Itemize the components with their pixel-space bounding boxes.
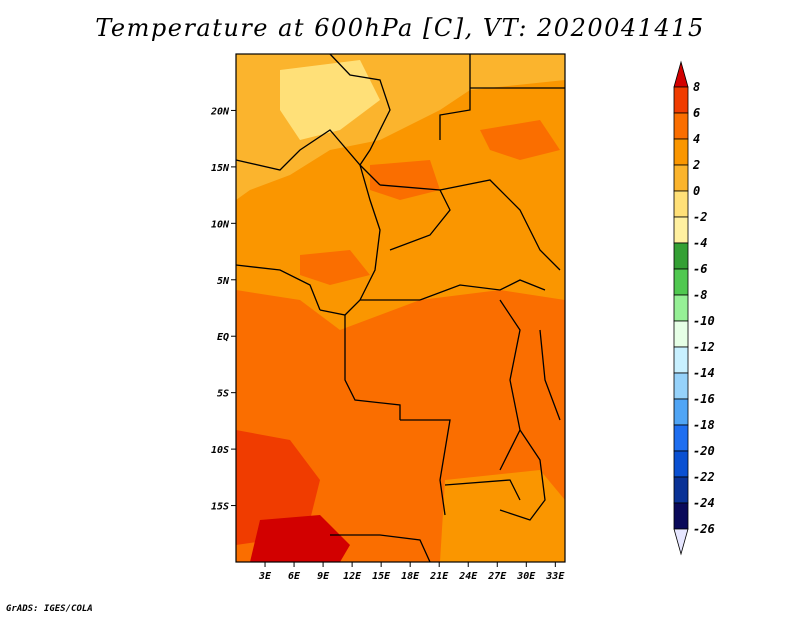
- colorbar-label: 4: [693, 132, 700, 146]
- colorbar-label: -16: [693, 392, 715, 406]
- colorbar-swatch: [673, 502, 689, 530]
- colorbar-swatch: [673, 372, 689, 400]
- chart-title: Temperature at 600hPa [C], VT: 202004141…: [95, 14, 705, 42]
- grads-credit: GrADS: IGES/COLA: [6, 604, 93, 614]
- shade-warm-sahel: [370, 160, 440, 200]
- border-segment: [539, 329, 561, 421]
- colorbar-label: -26: [693, 522, 715, 536]
- colorbar-label: -18: [693, 418, 715, 432]
- colorbar-swatch: [673, 450, 689, 478]
- colorbar-swatch: [673, 216, 689, 244]
- colorbar-label: -22: [693, 470, 715, 484]
- border-segment: [379, 184, 451, 251]
- colorbar: 8 6 4 2 0 -2 -4 -6 -8 -10 -12 -14 -16 -18 -20 -22 -24 -26: [673, 60, 715, 556]
- lon-tick-label: 9E: [317, 571, 330, 582]
- lat-tick-label: 5S: [217, 389, 229, 400]
- shade-hot-southwest: [236, 430, 320, 545]
- lon-tick-label: 30E: [516, 571, 536, 582]
- colorbar-label: -20: [693, 444, 715, 458]
- border-segment: [499, 299, 521, 471]
- colorbar-swatch: [673, 190, 689, 218]
- lon-tick-label: 27E: [487, 571, 507, 582]
- lat-tick-label: 15N: [211, 163, 230, 174]
- lat-tick-label: 5N: [217, 276, 230, 287]
- border-segment: [439, 54, 471, 140]
- shade-warm-westafrica: [300, 250, 370, 285]
- colorbar-top-arrow: [673, 60, 689, 88]
- border-segment: [344, 315, 401, 420]
- colorbar-bottom-arrow: [673, 528, 689, 556]
- colorbar-label: -12: [693, 340, 715, 354]
- lat-tick-label: 10S: [211, 445, 229, 456]
- shade-warm-sudan: [480, 120, 560, 160]
- shade-coolest-north: [280, 60, 380, 140]
- map-frame: [235, 53, 566, 563]
- lon-tick-label: 12E: [343, 571, 362, 582]
- colorbar-label: 0: [693, 184, 700, 198]
- border-segment: [359, 164, 381, 301]
- colorbar-swatch: [673, 268, 689, 296]
- lon-tick-label: 3E: [258, 571, 272, 582]
- colorbar-label: -2: [693, 210, 707, 224]
- lat-tick-label: EQ: [217, 332, 229, 343]
- shade-hottest-southwest: [250, 515, 350, 562]
- lon-tick-label: 18E: [401, 571, 420, 582]
- border-segment: [444, 479, 521, 501]
- colorbar-label: 6: [693, 106, 700, 120]
- axis-ticks: 3E 6E 9E 12E 15E 18E 21E 24E 27E 30E 33E 20N 15N 10N 5…: [210, 106, 565, 582]
- colorbar-label: -24: [693, 496, 715, 510]
- colorbar-swatch: [673, 164, 689, 192]
- country-borders: [235, 53, 565, 563]
- colorbar-label: -4: [693, 236, 707, 250]
- colorbar-swatch: [673, 242, 689, 270]
- colorbar-label: -14: [693, 366, 715, 380]
- lat-tick-label: 15S: [211, 502, 229, 513]
- border-segment: [319, 299, 420, 316]
- border-segment: [419, 279, 546, 301]
- colorbar-swatch: [673, 398, 689, 426]
- colorbar-swatch: [673, 476, 689, 504]
- map-shading: [236, 54, 565, 562]
- shade-cool-southeast: [440, 470, 565, 562]
- lon-tick-label: 21E: [429, 571, 449, 582]
- border-segment: [330, 534, 431, 563]
- colorbar-label: 8: [693, 80, 700, 94]
- lat-tick-label: 20N: [210, 106, 230, 117]
- lat-tick-label: 10N: [211, 219, 230, 230]
- lon-tick-label: 24E: [458, 571, 478, 582]
- border-segment: [235, 264, 321, 311]
- colorbar-swatch: [673, 112, 689, 140]
- colorbar-label: -6: [693, 262, 707, 276]
- border-segment: [499, 429, 546, 521]
- colorbar-label: -10: [693, 314, 715, 328]
- colorbar-swatch: [673, 424, 689, 452]
- colorbar-label: -8: [693, 288, 707, 302]
- lon-tick-label: 15E: [372, 571, 391, 582]
- colorbar-swatch: [673, 346, 689, 374]
- colorbar-swatch: [673, 294, 689, 322]
- lon-tick-label: 33E: [545, 571, 565, 582]
- border-segment: [235, 129, 381, 186]
- border-segment: [439, 179, 561, 271]
- colorbar-swatch: [673, 86, 689, 114]
- lon-tick-label: 6E: [288, 571, 301, 582]
- colorbar-label: 2: [692, 158, 700, 172]
- border-segment: [329, 53, 391, 166]
- border-segment: [400, 419, 451, 516]
- colorbar-swatch: [673, 138, 689, 166]
- colorbar-swatch: [673, 320, 689, 348]
